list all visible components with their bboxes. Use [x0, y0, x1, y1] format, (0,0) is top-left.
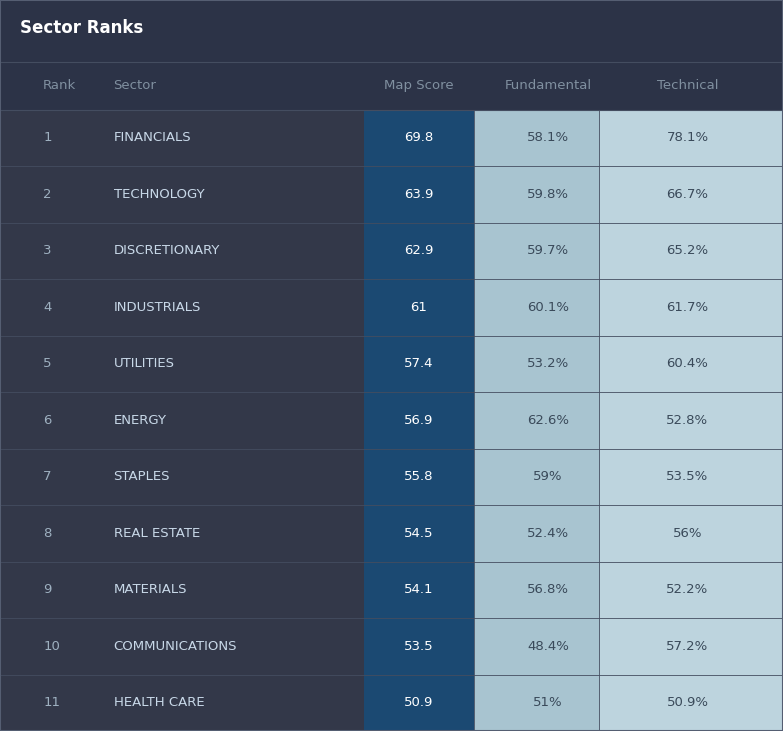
Text: 1: 1 — [43, 132, 52, 145]
Text: 53.5%: 53.5% — [666, 470, 709, 483]
Text: 57.4: 57.4 — [404, 357, 434, 371]
Text: Rank: Rank — [43, 80, 76, 92]
Text: 50.9%: 50.9% — [666, 696, 709, 709]
Text: ENERGY: ENERGY — [114, 414, 167, 427]
Text: Map Score: Map Score — [384, 80, 453, 92]
Text: 10: 10 — [43, 640, 60, 653]
Text: STAPLES: STAPLES — [114, 470, 170, 483]
Text: 56.9: 56.9 — [404, 414, 434, 427]
Text: UTILITIES: UTILITIES — [114, 357, 175, 371]
Text: 56%: 56% — [673, 527, 702, 539]
Text: 8: 8 — [43, 527, 52, 539]
Bar — [0, 561, 364, 618]
Text: 59.7%: 59.7% — [527, 244, 569, 257]
Bar — [0, 392, 364, 449]
Text: 62.9: 62.9 — [404, 244, 434, 257]
Text: 2: 2 — [43, 188, 52, 201]
Text: 11: 11 — [43, 696, 60, 709]
Text: Fundamental: Fundamental — [504, 80, 592, 92]
Text: 69.8: 69.8 — [404, 132, 434, 145]
Text: 59.8%: 59.8% — [527, 188, 569, 201]
Text: 56.8%: 56.8% — [527, 583, 569, 596]
Text: 55.8: 55.8 — [404, 470, 434, 483]
Text: HEALTH CARE: HEALTH CARE — [114, 696, 204, 709]
Text: 54.5: 54.5 — [404, 527, 434, 539]
Text: Technical: Technical — [657, 80, 718, 92]
Text: Sector Ranks: Sector Ranks — [20, 19, 143, 37]
Text: 7: 7 — [43, 470, 52, 483]
Text: 61: 61 — [410, 301, 428, 314]
Text: 9: 9 — [43, 583, 52, 596]
Bar — [0, 618, 364, 675]
Text: 5: 5 — [43, 357, 52, 371]
Text: 59%: 59% — [533, 470, 563, 483]
Text: 52.4%: 52.4% — [527, 527, 569, 539]
Text: 66.7%: 66.7% — [666, 188, 709, 201]
Text: 78.1%: 78.1% — [666, 132, 709, 145]
Text: DISCRETIONARY: DISCRETIONARY — [114, 244, 220, 257]
Bar — [0, 279, 364, 336]
Text: 57.2%: 57.2% — [666, 640, 709, 653]
Text: 6: 6 — [43, 414, 52, 427]
Text: COMMUNICATIONS: COMMUNICATIONS — [114, 640, 237, 653]
Text: 52.2%: 52.2% — [666, 583, 709, 596]
Text: 65.2%: 65.2% — [666, 244, 709, 257]
Text: 52.8%: 52.8% — [666, 414, 709, 427]
Text: 53.2%: 53.2% — [527, 357, 569, 371]
Text: 58.1%: 58.1% — [527, 132, 569, 145]
Bar — [0, 166, 364, 223]
Text: 61.7%: 61.7% — [666, 301, 709, 314]
Text: MATERIALS: MATERIALS — [114, 583, 187, 596]
Text: 48.4%: 48.4% — [527, 640, 569, 653]
Bar — [0, 449, 364, 505]
Text: TECHNOLOGY: TECHNOLOGY — [114, 188, 204, 201]
Text: 4: 4 — [43, 301, 52, 314]
Text: 60.4%: 60.4% — [666, 357, 709, 371]
Text: INDUSTRIALS: INDUSTRIALS — [114, 301, 201, 314]
Bar — [0, 505, 364, 561]
Bar — [0, 223, 364, 279]
Bar — [0, 675, 364, 731]
Text: 3: 3 — [43, 244, 52, 257]
Text: REAL ESTATE: REAL ESTATE — [114, 527, 200, 539]
Text: 50.9: 50.9 — [404, 696, 434, 709]
Bar — [599, 110, 783, 731]
Bar — [364, 110, 474, 731]
Bar — [474, 110, 599, 731]
Text: Sector: Sector — [114, 80, 157, 92]
Text: 51%: 51% — [533, 696, 563, 709]
Text: FINANCIALS: FINANCIALS — [114, 132, 191, 145]
Text: 60.1%: 60.1% — [527, 301, 569, 314]
Text: 54.1: 54.1 — [404, 583, 434, 596]
Text: 62.6%: 62.6% — [527, 414, 569, 427]
Text: 63.9: 63.9 — [404, 188, 434, 201]
Text: 53.5: 53.5 — [404, 640, 434, 653]
Bar — [0, 110, 364, 166]
Bar — [0, 336, 364, 392]
